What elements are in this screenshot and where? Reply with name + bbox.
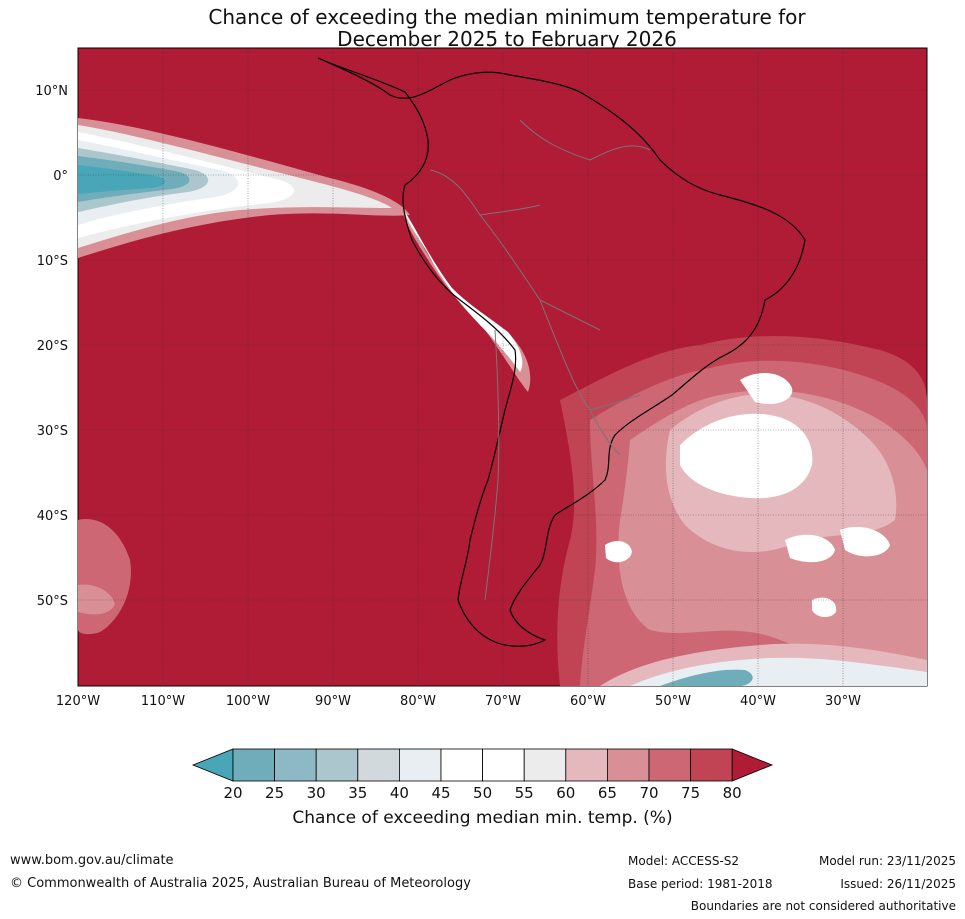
colorbar-bin-20-25 bbox=[232, 748, 275, 782]
atlantic-patch-2 bbox=[785, 534, 835, 563]
atlantic-patch-1 bbox=[740, 373, 793, 405]
colorbar-bin-75-80 bbox=[690, 748, 733, 782]
colorbar-bin-45-50 bbox=[440, 748, 483, 782]
colorbar-tick-30: 30 bbox=[307, 784, 326, 802]
colorbar-bin-55-60 bbox=[523, 748, 567, 782]
lon-label-30w: 30°W bbox=[825, 694, 861, 709]
colorbar-bin-25-30 bbox=[274, 748, 317, 782]
pacific-tongue-20 bbox=[78, 165, 166, 194]
colorbar-tick-35: 35 bbox=[348, 784, 367, 802]
footer-model: Model: ACCESS-S2 bbox=[628, 854, 740, 868]
lat-label-20s: 20°S bbox=[37, 339, 68, 354]
colorbar-tick-20: 20 bbox=[223, 784, 242, 802]
colorbar-tick-80: 80 bbox=[723, 784, 742, 802]
lat-label-40s: 40°S bbox=[37, 509, 68, 524]
map-title-line2: December 2025 to February 2026 bbox=[337, 27, 677, 51]
sw-pacific-patch-inner bbox=[78, 584, 115, 615]
colorbar-bin-60-65 bbox=[565, 748, 608, 782]
lon-label-40w: 40°W bbox=[740, 694, 776, 709]
lat-label-0: 0° bbox=[53, 169, 68, 184]
colorbar-high-arrow bbox=[731, 748, 774, 782]
lon-label-80w: 80°W bbox=[400, 694, 436, 709]
andes-strip-65 bbox=[402, 208, 531, 392]
atlantic-patch-3 bbox=[840, 526, 890, 557]
colorbar-bin-35-40 bbox=[357, 748, 400, 782]
colorbar-bin-50-55 bbox=[482, 748, 525, 782]
lon-label-100w: 100°W bbox=[226, 694, 270, 709]
lat-label-10s: 10°S bbox=[37, 254, 68, 269]
footer-model-run: Model run: 23/11/2025 bbox=[818, 854, 956, 868]
footer-url[interactable]: www.bom.gov.au/climate bbox=[10, 853, 174, 868]
lat-label-30s: 30°S bbox=[37, 424, 68, 439]
colorbar-tick-50: 50 bbox=[473, 784, 492, 802]
colorbar-tick-40: 40 bbox=[390, 784, 409, 802]
colorbar-tick-60: 60 bbox=[556, 784, 575, 802]
colorbar-tick-45: 45 bbox=[431, 784, 450, 802]
south-edge-25 bbox=[660, 669, 753, 686]
colorbar-tick-55: 55 bbox=[515, 784, 534, 802]
colorbar-bin-40-45 bbox=[398, 748, 442, 782]
map-title-line1: Chance of exceeding the median minimum t… bbox=[208, 5, 806, 29]
footer-copyright: © Commonwealth of Australia 2025, Austra… bbox=[10, 876, 471, 891]
colorbar-bin-65-70 bbox=[607, 748, 650, 782]
colorbar-tick-65: 65 bbox=[598, 784, 617, 802]
probability-shading bbox=[78, 48, 927, 686]
lon-label-110w: 110°W bbox=[141, 694, 185, 709]
colorbar-tick-70: 70 bbox=[639, 784, 658, 802]
atlantic-region-50 bbox=[680, 413, 813, 499]
atlantic-patch-4 bbox=[605, 540, 632, 563]
country-borders bbox=[429, 119, 651, 601]
footer-issued: Issued: 26/11/2025 bbox=[840, 877, 956, 891]
footer-disclaimer: Boundaries are not considered authoritat… bbox=[690, 899, 956, 913]
colorbar-tick-25: 25 bbox=[265, 784, 284, 802]
colorbar-low-arrow bbox=[191, 748, 234, 782]
graticule bbox=[78, 48, 927, 686]
lon-label-50w: 50°W bbox=[655, 694, 691, 709]
lon-label-120w: 120°W bbox=[56, 694, 100, 709]
lat-label-50s: 50°S bbox=[37, 594, 68, 609]
colorbar-bin-30-35 bbox=[315, 748, 359, 782]
footer-base-period: Base period: 1981-2018 bbox=[628, 877, 773, 891]
lon-label-90w: 90°W bbox=[315, 694, 351, 709]
colorbar-tick-75: 75 bbox=[681, 784, 700, 802]
colorbar-title: Chance of exceeding median min. temp. (%… bbox=[292, 808, 673, 828]
lon-label-60w: 60°W bbox=[570, 694, 606, 709]
andes-strip-50 bbox=[405, 212, 523, 372]
lat-label-10n: 10°N bbox=[35, 84, 68, 99]
lon-label-70w: 70°W bbox=[485, 694, 521, 709]
colorbar-bin-70-75 bbox=[648, 748, 691, 782]
south-america-coastline bbox=[317, 57, 806, 647]
colorbar: 20 25 30 35 40 45 50 55 60 65 70 75 80 bbox=[191, 748, 774, 802]
atlantic-patch-5 bbox=[812, 597, 837, 618]
